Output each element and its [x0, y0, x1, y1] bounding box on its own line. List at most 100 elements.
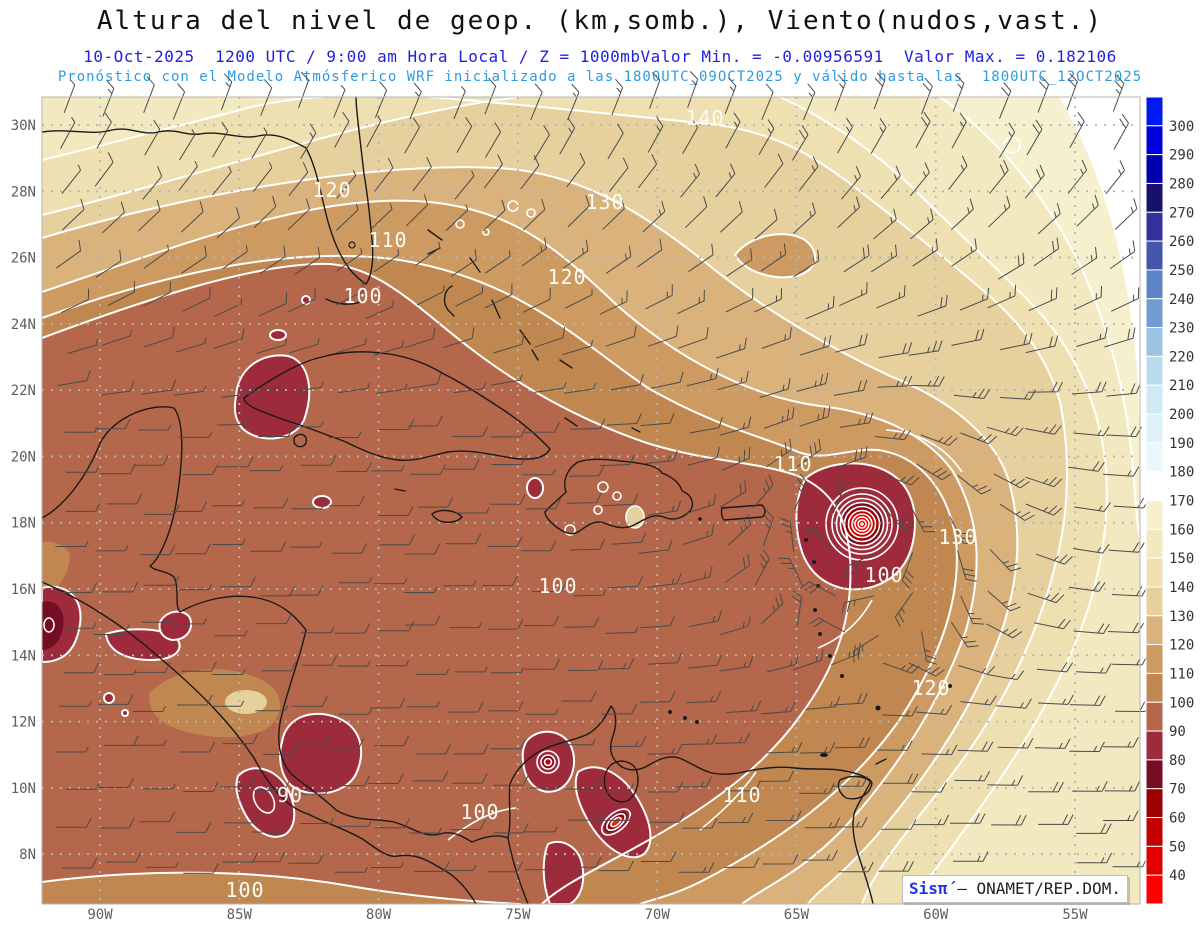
wind-barb: [373, 735, 410, 747]
contour-160: [939, 96, 1141, 539]
small-ring-9: [564, 524, 576, 536]
wind-barb: [573, 589, 607, 597]
wind-barb: [95, 249, 122, 278]
wind-barb: [526, 782, 561, 789]
wind-barb: [650, 371, 684, 389]
lesser-antilles: [668, 538, 952, 757]
wind-barb: [339, 577, 373, 584]
wind-barb: [1037, 202, 1061, 235]
wind-barb: [802, 526, 833, 552]
wind-barb: [336, 247, 363, 272]
contour-label: 100: [225, 878, 264, 902]
wind-barb: [214, 630, 248, 637]
wind-barb: [290, 421, 324, 428]
wind-barb: [64, 426, 98, 433]
wind-barb: [719, 416, 752, 436]
wind-barb: [182, 464, 219, 476]
wind-barb: [98, 694, 134, 705]
wind-barb: [181, 661, 217, 672]
lon-label: 65W: [784, 907, 810, 923]
wind-barb: [724, 554, 750, 584]
wind-barb: [337, 660, 371, 667]
wind-barb: [1073, 543, 1110, 554]
lat-label: 20N: [11, 449, 36, 465]
wind-barb: [414, 861, 450, 872]
wind-barb: [882, 474, 920, 486]
wind-barb: [525, 864, 559, 871]
wind-barb: [791, 125, 809, 161]
wind-barb: [141, 616, 175, 623]
lat-label: 22N: [11, 383, 36, 399]
blob-haiti-west: [526, 477, 544, 499]
small-ring-4: [482, 228, 490, 236]
colorbar-tick-label: 270: [1169, 205, 1194, 221]
lat-label: 18N: [11, 516, 36, 532]
blob-nicaragua: [279, 712, 363, 795]
wind-barb: [370, 861, 404, 868]
wind-barb: [687, 654, 722, 669]
wind-barb: [1073, 285, 1102, 311]
wind-barb: [791, 590, 803, 627]
wind-barb: [915, 112, 931, 148]
lake-okeechobee: [348, 241, 356, 249]
wind-barb: [213, 297, 242, 317]
wind-barb: [451, 248, 477, 277]
wind-barb: [680, 163, 700, 198]
island-long-island: [519, 329, 539, 361]
coastline-jamaica: [431, 509, 463, 523]
wind-barb: [809, 617, 846, 633]
wind-barb: [1069, 741, 1105, 752]
lon-label: 55W: [1062, 907, 1088, 923]
wind-barb: [951, 238, 977, 267]
wind-barb: [328, 431, 362, 438]
wind-barb: [953, 851, 989, 862]
wind-barb: [57, 369, 91, 387]
wind-barb: [1103, 810, 1139, 821]
wind-barb: [1069, 581, 1106, 592]
wind-barb: [766, 653, 799, 673]
wind-barb: [569, 418, 606, 430]
wind-barb: [999, 332, 1033, 351]
wind-barb: [132, 705, 166, 712]
axes-layer: 30N 28N 26N 24N 22N 20N 18N 16N 14N 12N 10N 8N 90W 85…: [11, 118, 1089, 923]
wind-barb: [487, 536, 523, 547]
wind-barb: [638, 154, 658, 189]
wind-barb: [490, 426, 527, 438]
wind-barb: [1026, 119, 1043, 156]
colorbar: 300 290 280 270 260 250 240 230 220 210 200 190 180 1…: [1145, 96, 1194, 905]
wind-barb: [258, 292, 288, 317]
wind-barb: [493, 822, 529, 834]
wind-barb: [177, 694, 213, 706]
wind-barb: [454, 170, 475, 200]
wind-barb: [1025, 476, 1063, 488]
contour-140: [429, 96, 1068, 905]
lat-label: 26N: [11, 251, 36, 267]
colorbar-cell: [1145, 644, 1164, 674]
wind-barb: [760, 701, 796, 715]
wind-barb: [754, 288, 782, 313]
wind-barb: [490, 667, 525, 674]
wind-barb: [453, 86, 466, 119]
wind-barb: [404, 543, 441, 555]
wind-barb: [373, 248, 400, 273]
wind-barb: [640, 851, 677, 862]
coastline-hispaniola: [544, 458, 694, 535]
wind-barb: [796, 372, 829, 392]
wind-barb: [949, 516, 975, 544]
wind-barb: [598, 783, 635, 794]
hurricane-contour-r7: [854, 516, 870, 532]
wind-barb: [102, 581, 139, 593]
wind-barb: [792, 202, 816, 234]
wind-barb: [374, 81, 388, 118]
wind-barb: [957, 474, 992, 495]
wind-barb: [609, 157, 629, 192]
colorbar-tick-label: 70: [1169, 782, 1186, 798]
wind-barb: [564, 778, 600, 790]
wind-barb: [908, 662, 945, 677]
wind-barb: [378, 419, 415, 430]
wind-barb: [531, 581, 568, 593]
wind-barb: [954, 770, 991, 782]
wind-barb: [374, 578, 408, 585]
blob-colombia-south: [542, 841, 585, 905]
wind-barb: [894, 592, 914, 628]
